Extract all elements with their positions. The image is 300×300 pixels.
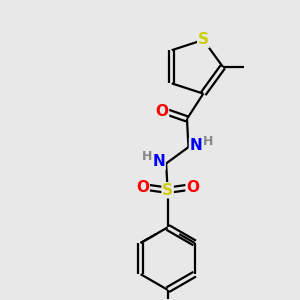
Text: H: H	[142, 150, 152, 164]
Text: O: O	[136, 180, 149, 195]
Text: S: S	[198, 32, 209, 47]
Text: O: O	[186, 180, 199, 195]
Text: H: H	[202, 135, 213, 148]
Text: N: N	[152, 154, 165, 169]
Text: N: N	[190, 138, 202, 153]
Text: S: S	[162, 183, 173, 198]
Text: O: O	[155, 104, 169, 119]
